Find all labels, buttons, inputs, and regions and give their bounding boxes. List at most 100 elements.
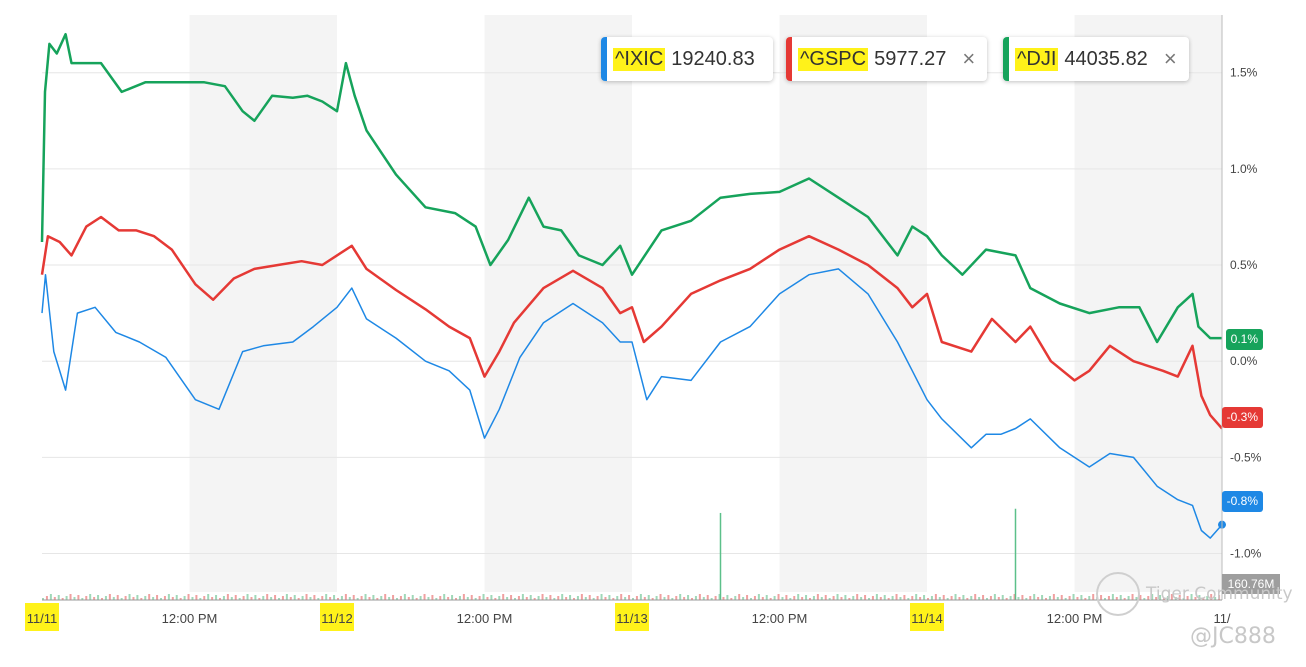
volume-bar [553, 598, 556, 600]
volume-bar [490, 595, 493, 600]
volume-bar [927, 598, 929, 600]
volume-bar [399, 596, 402, 600]
volume-bar [750, 598, 752, 600]
volume-bar [281, 596, 284, 600]
volume-bar [89, 594, 92, 600]
volume-bar [864, 595, 867, 600]
volume-bar [443, 594, 446, 600]
volume-bar [608, 595, 611, 600]
y-tick-label: 1.5% [1230, 66, 1258, 80]
volume-bar [663, 597, 666, 600]
volume-bar [1182, 598, 1185, 600]
volume-bar [289, 597, 292, 600]
close-gspc-icon[interactable]: × [962, 46, 976, 71]
volume-bar [285, 594, 288, 600]
volume-bar [1139, 595, 1142, 600]
volume-bar [380, 596, 383, 600]
volume-bar [1174, 597, 1177, 600]
volume-bar [144, 596, 147, 600]
volume-bar [305, 594, 308, 600]
x-tick-highlight [25, 603, 59, 631]
y-tick-label: -0.5% [1230, 450, 1262, 464]
volume-bar [293, 595, 296, 600]
volume-bar [722, 597, 725, 600]
legend-gspc[interactable]: ^GSPC 5977.27 × [786, 37, 988, 81]
volume-bar [785, 595, 788, 600]
volume-bar [706, 595, 709, 600]
volume-bar [903, 595, 906, 600]
volume-bar [954, 594, 957, 600]
volume-bar [368, 597, 371, 600]
dji-symbol: ^DJI [1015, 47, 1059, 71]
volume-bar [360, 596, 363, 600]
volume-bar [923, 595, 926, 600]
volume-bar [234, 595, 237, 600]
volume-bar [392, 595, 395, 600]
volume-bar [970, 596, 973, 600]
volume-bar [573, 598, 575, 600]
volume-bar [777, 594, 780, 600]
volume-bar [1186, 596, 1189, 600]
volume-bar [238, 598, 241, 600]
volume-bar [1147, 596, 1150, 600]
volume-bar [600, 594, 603, 600]
volume-bar [899, 597, 902, 600]
volume-bar [1033, 594, 1036, 600]
volume-bar [683, 597, 686, 600]
volume-bar [356, 598, 359, 600]
volume-bar [187, 594, 190, 600]
volume-bar [879, 597, 882, 600]
volume-bar [687, 595, 690, 600]
volume-bar [77, 595, 80, 600]
volume-bar [1170, 594, 1173, 600]
volume-bar [702, 597, 705, 600]
volume-bar [466, 597, 469, 600]
volume-bar [152, 597, 155, 600]
volume-bar [250, 597, 253, 600]
volume-bar [761, 597, 764, 600]
volume-bar [85, 596, 88, 600]
x-tick-highlight [615, 603, 649, 631]
volume-bar [156, 595, 159, 600]
volume-bar [840, 597, 843, 600]
volume-bar [1045, 598, 1047, 600]
volume-bar [81, 598, 84, 600]
legend-dji[interactable]: ^DJI 44035.82 × [1003, 37, 1189, 81]
volume-bar [344, 594, 347, 600]
volume-bar [195, 595, 198, 600]
volume-bar [1092, 594, 1095, 600]
volume-bar [1068, 596, 1071, 600]
volume-bar [1206, 596, 1209, 600]
volume-bar [1088, 596, 1091, 600]
volume-bar [396, 598, 398, 600]
volume-bar [321, 596, 324, 600]
volume-bar [1218, 595, 1221, 600]
volume-bar [199, 598, 202, 600]
volume-bar [765, 595, 768, 600]
volume-bar [1005, 598, 1008, 600]
volume-bar [309, 597, 312, 600]
volume-bar [266, 594, 269, 600]
volume-bar [297, 598, 300, 600]
gspc-value: 5977.27 [874, 47, 947, 70]
volume-bar [576, 596, 579, 600]
volume-bar [219, 598, 221, 600]
volume-bar [604, 597, 607, 600]
volume-bar [514, 598, 516, 600]
volume-bar [628, 595, 631, 600]
shaded-sessions [189, 15, 1222, 592]
dji-last-badge: 0.1% [1225, 329, 1263, 350]
volume-bar [989, 596, 992, 600]
volume-bar [714, 596, 717, 600]
volume-bar [868, 598, 870, 600]
legend-ixic[interactable]: ^IXIC 19240.83 [601, 37, 773, 81]
gspc-color-bar [786, 37, 792, 81]
volume-bar [171, 597, 174, 600]
volume-bar [333, 595, 336, 600]
close-dji-icon[interactable]: × [1163, 46, 1177, 71]
volume-bar [191, 597, 194, 600]
watermark-brand: Tiger Community [1146, 584, 1293, 604]
volume-bar [698, 594, 701, 600]
volume-bar [993, 594, 996, 600]
series-line-gspc [40, 215, 1223, 430]
